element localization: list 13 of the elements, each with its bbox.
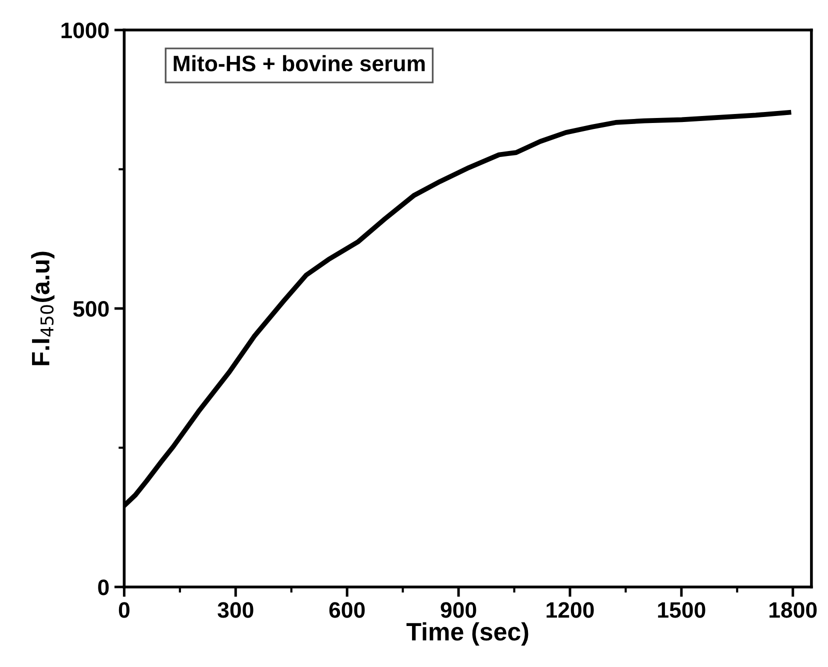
y-tick-label: 500	[73, 301, 109, 317]
x-tick-label: 1800	[770, 602, 817, 618]
x-tick-label: 900	[440, 602, 476, 618]
x-axis-title: Time (sec)	[406, 622, 528, 646]
y-tick-label: 1000	[62, 22, 109, 38]
x-tick-label: 300	[218, 602, 254, 618]
x-tick-label: 600	[329, 602, 365, 618]
x-tick-label: 1200	[546, 602, 594, 618]
y-axis-title: F.I$_{450}$(a.u)	[31, 252, 54, 366]
x-tick-label: 0	[118, 602, 130, 618]
y-tick-label: 0	[98, 579, 109, 596]
x-tick-label: 1500	[658, 602, 706, 618]
annotation: Mito-HS + bovine serum	[174, 55, 425, 72]
